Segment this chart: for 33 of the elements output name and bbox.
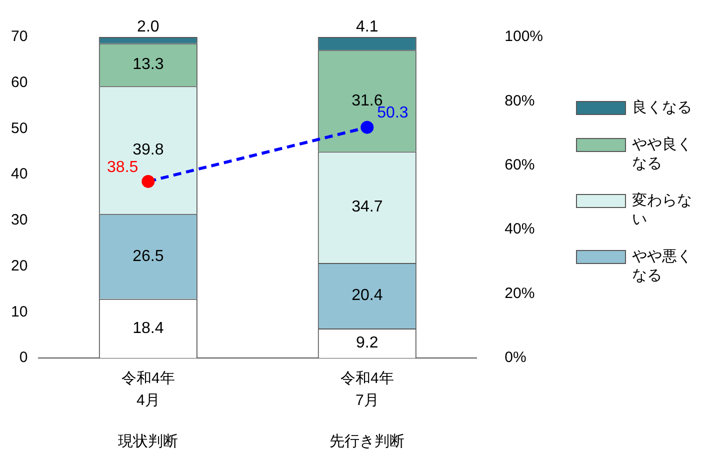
- x-tick-label: 令和4年 7月: [339, 369, 395, 411]
- y-tick-label: 50: [10, 120, 28, 137]
- data-label: 2.0: [137, 18, 160, 36]
- legend-label: 良くなる: [632, 98, 693, 117]
- y-tick-label: 30: [10, 212, 28, 229]
- y2-tick-label: 0%: [504, 349, 526, 366]
- y2-tick-label: 40%: [504, 220, 535, 238]
- y2-tick-label: 60%: [504, 156, 535, 174]
- y-tick-label: 0: [19, 349, 28, 366]
- y-tick-label: 20: [10, 257, 28, 274]
- data-label: 20.4: [352, 287, 383, 304]
- data-label: 4.1: [356, 18, 378, 36]
- data-label: 34.7: [352, 198, 383, 216]
- x-tick-label: 令和4年 4月: [120, 369, 176, 411]
- data-label: 18.4: [132, 320, 164, 337]
- y-tick-label: 60: [10, 74, 28, 91]
- y-tick-label: 10: [10, 303, 28, 320]
- data-label: 13.3: [132, 56, 164, 74]
- text: 先行き判断: [328, 432, 406, 451]
- y2-tick-label: 80%: [504, 92, 535, 110]
- y2-tick-label: 20%: [504, 284, 535, 302]
- data-label: 26.5: [132, 248, 164, 265]
- data-label: 50.3: [377, 104, 408, 122]
- y2-tick-label: 100%: [504, 28, 544, 46]
- data-label: 38.5: [107, 158, 138, 176]
- legend-label: 変わらない: [632, 191, 693, 229]
- data-label: 39.8: [132, 141, 164, 158]
- y-tick-label: 70: [10, 28, 28, 46]
- legend-label: やや良くなる: [632, 135, 693, 173]
- legend-label: やや悪くなる: [632, 247, 693, 285]
- y-tick-label: 40: [10, 166, 28, 183]
- data-label: 9.2: [356, 334, 378, 352]
- text: 現状判断: [117, 432, 180, 451]
